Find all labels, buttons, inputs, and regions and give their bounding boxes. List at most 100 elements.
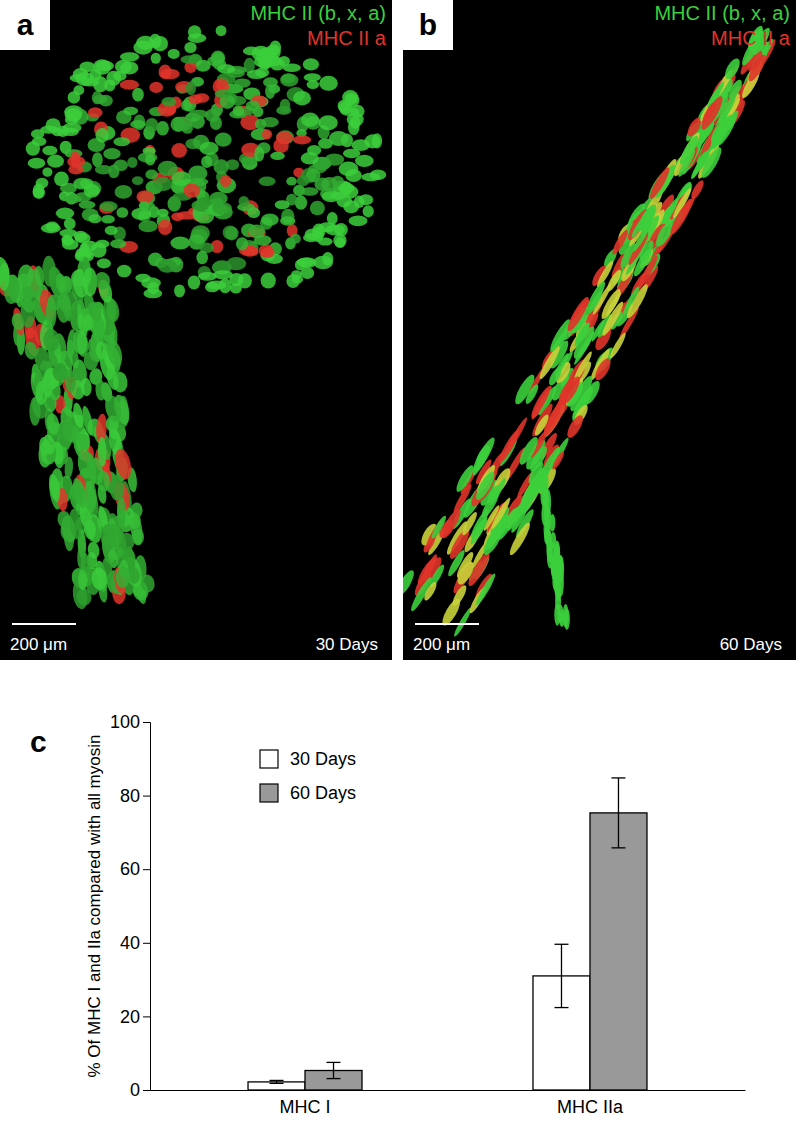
tissue-cell bbox=[301, 187, 318, 195]
tissue-cell bbox=[286, 274, 299, 288]
tissue-cell bbox=[158, 161, 178, 176]
tissue-cell bbox=[301, 267, 315, 279]
y-tick-label: 0 bbox=[130, 1080, 140, 1100]
tissue-cell bbox=[215, 133, 232, 147]
tissue-cell bbox=[280, 99, 291, 113]
tissue-cell bbox=[217, 64, 235, 73]
y-tick: 60 bbox=[120, 859, 150, 879]
channel-label: MHC II (b, x, a) bbox=[654, 2, 790, 24]
tissue-cell bbox=[213, 202, 232, 215]
tissue-cell bbox=[275, 200, 290, 209]
tissue-cell bbox=[87, 541, 101, 559]
tissue-cell bbox=[346, 93, 360, 107]
tissue-cell bbox=[33, 186, 45, 198]
tissue-cell bbox=[216, 25, 227, 36]
tissue-cell bbox=[26, 141, 40, 155]
x-tick-label: MHC IIa bbox=[557, 1097, 624, 1117]
tissue-cell bbox=[585, 280, 608, 312]
tissue-cell bbox=[557, 555, 563, 576]
bar-series bbox=[248, 944, 590, 1090]
error-bar-line bbox=[561, 944, 562, 1007]
tissue-cell bbox=[102, 393, 123, 423]
y-tick-mark bbox=[143, 796, 150, 797]
tissue-cell bbox=[120, 52, 139, 61]
scale-bar-label: 200 μm bbox=[413, 635, 470, 654]
tissue-cell bbox=[70, 151, 80, 167]
tissue-cell bbox=[87, 300, 104, 323]
tissue-cell bbox=[91, 567, 108, 591]
tissue-cell bbox=[66, 329, 77, 359]
tissue-cell bbox=[226, 257, 246, 270]
label-box bbox=[403, 0, 453, 50]
tissue-cell bbox=[69, 566, 90, 591]
legend-label: 60 Days bbox=[290, 783, 356, 803]
tissue-cell bbox=[507, 521, 533, 557]
tissue-cell bbox=[104, 522, 123, 548]
error-bar-line bbox=[333, 1062, 334, 1078]
figure: aMHC II (b, x, a)MHC II a200 μm30 DaysbM… bbox=[0, 0, 796, 1124]
tissue-cell bbox=[430, 514, 449, 540]
legend-item: 30 Days bbox=[260, 749, 356, 769]
tissue-cell bbox=[297, 175, 309, 186]
tissue-cell bbox=[726, 78, 744, 101]
tissue-cell bbox=[293, 91, 311, 105]
tissue-cell bbox=[83, 519, 97, 540]
tissue-cell bbox=[123, 107, 138, 115]
scale-bar-label: 200 μm bbox=[10, 635, 67, 654]
tissue-cell bbox=[624, 282, 651, 320]
tissue-cell bbox=[558, 374, 583, 406]
tissue-cell bbox=[127, 157, 137, 168]
tissue-cell bbox=[54, 273, 67, 294]
tissue-cell bbox=[199, 142, 218, 155]
tissue-cell bbox=[64, 195, 82, 204]
error-bar-cap bbox=[270, 1083, 284, 1084]
tissue-cell bbox=[554, 574, 560, 600]
tissue-cell bbox=[262, 129, 272, 139]
tissue-cell bbox=[174, 284, 185, 297]
tissue-cell bbox=[335, 237, 345, 248]
panel-label: a bbox=[17, 8, 34, 41]
error-bar-cap bbox=[554, 1007, 568, 1008]
tissue-cell bbox=[254, 146, 264, 161]
image-panel: aMHC II (b, x, a)MHC II a200 μm30 Days bbox=[0, 0, 392, 660]
legend-swatch bbox=[260, 750, 278, 768]
tissue-cell bbox=[70, 477, 89, 510]
tissue-cell bbox=[290, 234, 300, 244]
tissue-cell bbox=[74, 231, 88, 242]
tissue-cell bbox=[188, 94, 202, 104]
tissue-cell bbox=[132, 88, 144, 102]
tissue-cell bbox=[523, 383, 540, 406]
tissue-cell bbox=[259, 177, 276, 187]
tissue-cell bbox=[161, 97, 176, 107]
tissue-cell bbox=[343, 200, 359, 213]
tissue-cell bbox=[516, 435, 541, 467]
y-tick: 80 bbox=[120, 786, 150, 806]
x-axis: MHC I MHC IIa bbox=[151, 1090, 746, 1117]
tissue-cell bbox=[564, 413, 586, 440]
tissue-cell bbox=[130, 120, 145, 128]
tissue-cell bbox=[270, 152, 285, 160]
tissue bbox=[403, 24, 778, 638]
tissue-cell bbox=[97, 470, 111, 492]
tissue-cell bbox=[63, 416, 73, 440]
y-tick-mark bbox=[143, 1016, 150, 1017]
tissue-cell bbox=[330, 192, 346, 200]
tissue-cell bbox=[95, 379, 107, 401]
tissue-cell bbox=[64, 218, 76, 230]
tissue-cell bbox=[321, 177, 338, 192]
bar bbox=[248, 1082, 305, 1090]
tissue-cell bbox=[339, 162, 359, 177]
x-tick: MHC I bbox=[280, 1090, 331, 1117]
tissue-cell bbox=[196, 251, 208, 265]
error-bar bbox=[327, 1062, 341, 1078]
tissue-cell bbox=[171, 143, 187, 158]
tissue-cell bbox=[280, 216, 295, 225]
tissue-cell bbox=[480, 525, 505, 557]
tissue-cell bbox=[159, 64, 172, 79]
legend-item: 60 Days bbox=[260, 783, 356, 803]
tissue-cell bbox=[580, 379, 602, 407]
tissue-cell bbox=[261, 247, 274, 258]
tissue-cell bbox=[551, 557, 557, 577]
tissue-cell bbox=[70, 74, 87, 82]
tissue-cell bbox=[359, 194, 374, 205]
